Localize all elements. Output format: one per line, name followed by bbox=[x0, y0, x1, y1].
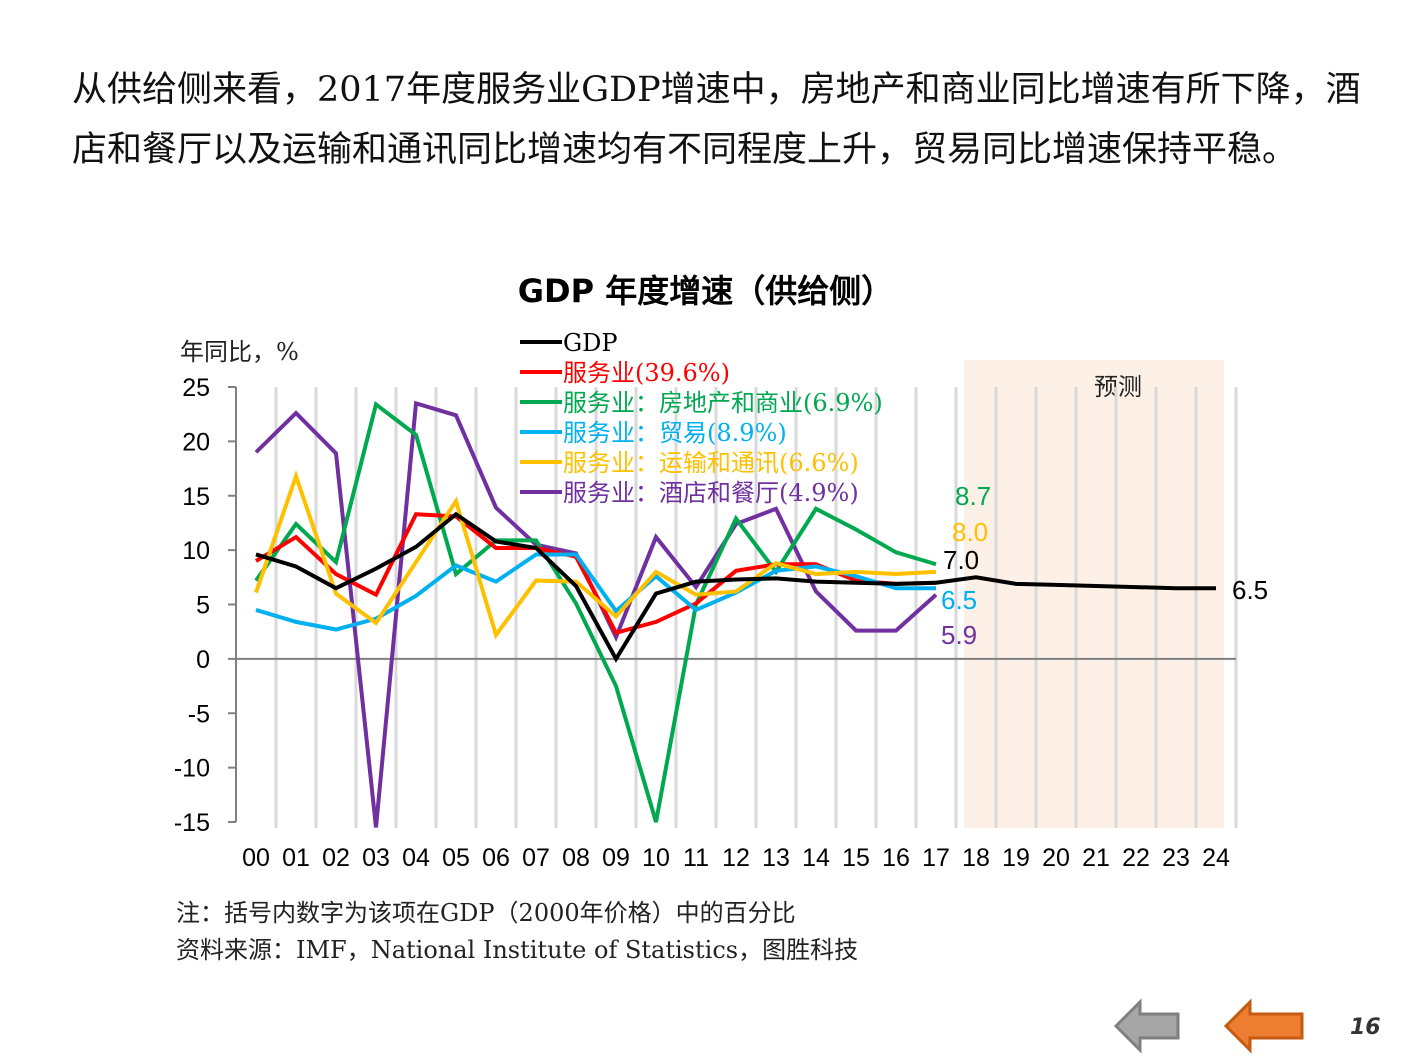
chart-title: GDP 年度增速（供给侧） bbox=[517, 272, 894, 310]
series-line-2 bbox=[254, 400, 937, 823]
x-tick-label: 01 bbox=[282, 844, 310, 872]
end-value-label: 8.0 bbox=[952, 517, 988, 547]
x-tick-label: 08 bbox=[562, 844, 590, 872]
x-tick-label: 03 bbox=[362, 844, 390, 872]
x-tick-label: 23 bbox=[1162, 844, 1190, 872]
x-tick-label: 10 bbox=[642, 844, 670, 872]
x-tick-label: 05 bbox=[442, 844, 470, 872]
y-axis-label: 年同比，% bbox=[180, 338, 299, 366]
x-tick-label: 06 bbox=[482, 844, 510, 872]
y-tick-label: 5 bbox=[196, 592, 210, 620]
y-tick-label: 25 bbox=[182, 374, 210, 402]
x-tick-label: 12 bbox=[722, 844, 750, 872]
end-value-label: 8.7 bbox=[955, 481, 991, 511]
x-tick-label: 13 bbox=[762, 844, 790, 872]
legend-label: 服务业：酒店和餐厅(4.9%) bbox=[563, 479, 859, 507]
x-tick-label: 07 bbox=[522, 844, 550, 872]
x-tick-label: 15 bbox=[842, 844, 870, 872]
y-tick-label: 15 bbox=[182, 483, 210, 511]
forecast-region bbox=[964, 360, 1224, 828]
x-tick-label: 14 bbox=[802, 844, 830, 872]
y-tick-label: -5 bbox=[188, 700, 210, 728]
x-tick-label: 22 bbox=[1122, 844, 1150, 872]
legend-label: GDP bbox=[563, 329, 618, 357]
x-tick-label: 21 bbox=[1082, 844, 1110, 872]
intro-paragraph: 从供给侧来看，2017年度服务业GDP增速中，房地产和商业同比增速有所下降，酒店… bbox=[72, 70, 1361, 170]
y-tick-label: -15 bbox=[174, 809, 210, 837]
x-tick-label: 18 bbox=[962, 844, 990, 872]
x-tick-label: 09 bbox=[602, 844, 630, 872]
next-page-arrow-icon[interactable] bbox=[1222, 998, 1308, 1054]
legend-label: 服务业：贸易(8.9%) bbox=[563, 419, 787, 447]
series-line-0 bbox=[255, 511, 1216, 663]
source-line: 资料来源：IMF，National Institute of Statistic… bbox=[176, 936, 859, 964]
x-tick-label: 20 bbox=[1042, 844, 1070, 872]
note-line: 注：括号内数字为该项在GDP（2000年价格）中的百分比 bbox=[176, 899, 796, 927]
y-tick-label: 20 bbox=[182, 428, 210, 456]
end-value-label: 7.0 bbox=[943, 545, 979, 575]
legend-label: 服务业：运输和通讯(6.6%) bbox=[563, 449, 859, 477]
prev-page-arrow-icon[interactable] bbox=[1112, 998, 1182, 1054]
x-tick-label: 04 bbox=[402, 844, 430, 872]
x-tick-label: 24 bbox=[1202, 844, 1230, 872]
page-number: 16 bbox=[1350, 1015, 1381, 1040]
y-tick-label: 10 bbox=[182, 537, 210, 565]
end-value-label: 5.9 bbox=[941, 620, 977, 650]
end-value-label: 6.5 bbox=[941, 585, 977, 615]
x-tick-label: 17 bbox=[922, 844, 950, 872]
forecast-label: 预测 bbox=[1094, 373, 1142, 401]
x-tick-label: 16 bbox=[882, 844, 910, 872]
x-tick-label: 02 bbox=[322, 844, 350, 872]
y-tick-label: 0 bbox=[196, 646, 210, 674]
y-tick-label: -10 bbox=[174, 755, 210, 783]
chart-notes: 注：括号内数字为该项在GDP（2000年价格）中的百分比 资料来源：IMF，Na… bbox=[176, 895, 858, 969]
x-tick-label: 00 bbox=[242, 844, 270, 872]
x-tick-label: 19 bbox=[1002, 844, 1030, 872]
series-line-4 bbox=[254, 469, 937, 640]
legend-label: 服务业(39.6%) bbox=[563, 359, 730, 387]
legend-label: 服务业：房地产和商业(6.9%) bbox=[563, 389, 883, 417]
x-tick-label: 11 bbox=[683, 844, 709, 872]
forecast-end-label: 6.5 bbox=[1232, 575, 1268, 605]
